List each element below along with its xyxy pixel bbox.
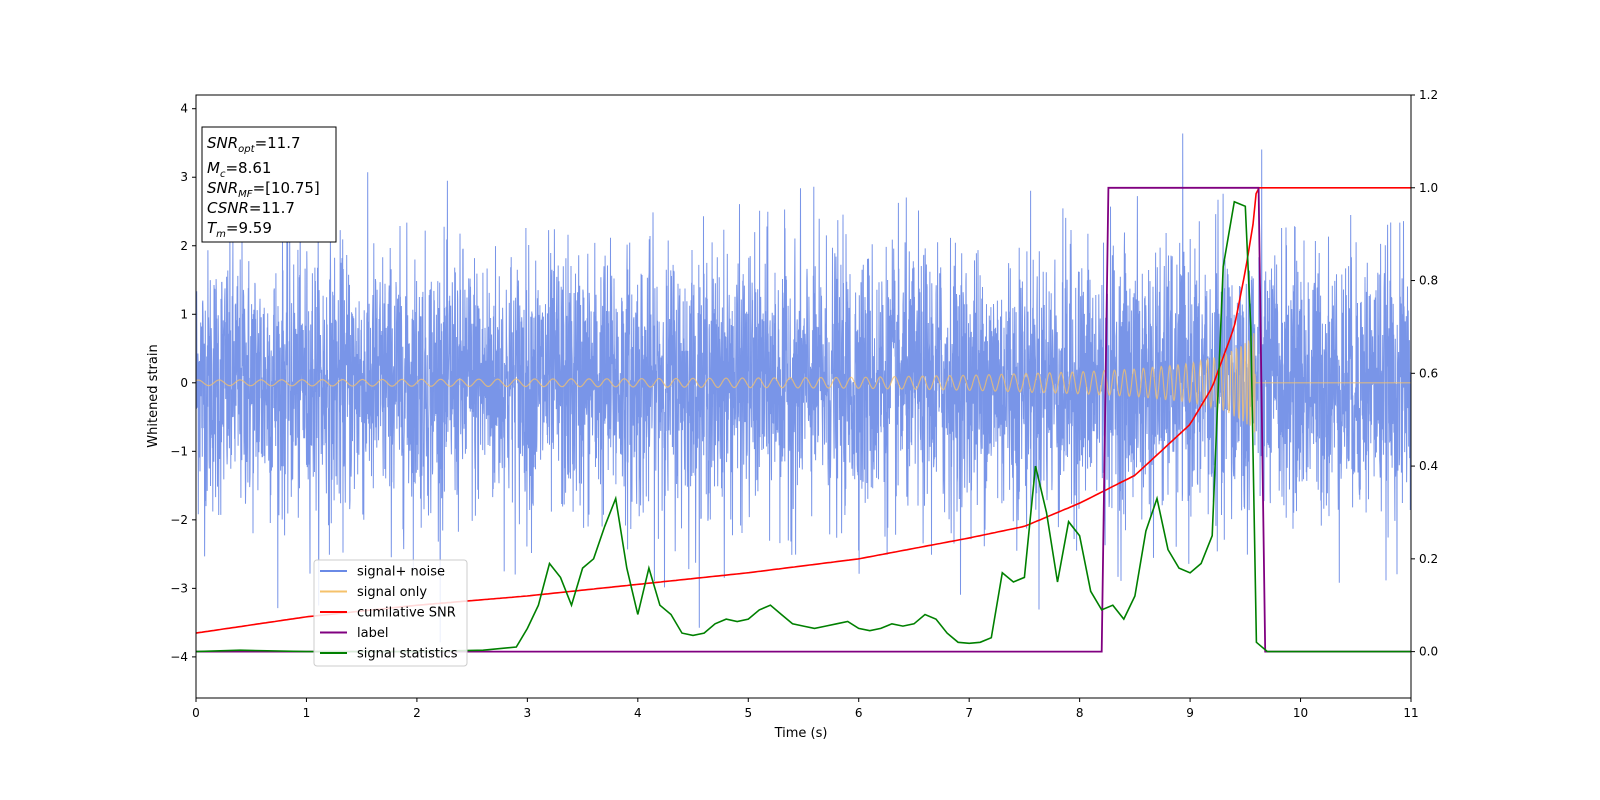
y-tick-label: 2: [180, 239, 188, 253]
y-axis-label: Whitened strain: [146, 344, 161, 447]
x-tick-label: 5: [744, 706, 752, 720]
annotation-box: [201, 126, 337, 243]
series-signal-statistics: [196, 200, 1411, 653]
y-tick-label: −3: [170, 581, 188, 595]
legend-label: signal statistics: [357, 647, 458, 662]
y-tick-label: −4: [170, 650, 188, 664]
y-tick-label: −1: [170, 444, 188, 458]
y2-tick-label: 0.6: [1419, 366, 1438, 380]
y-tick-label: −2: [170, 513, 188, 527]
x-tick-label: 7: [965, 706, 973, 720]
annotation-snr-opt: SNRopt=11.7: [207, 134, 301, 155]
plot-frame: [195, 94, 1412, 699]
y2-tick-label: 1.0: [1419, 181, 1438, 195]
x-tick-label: 4: [634, 706, 642, 720]
legend-label: cumilative SNR: [357, 606, 456, 621]
legend: signal+ noise signal only cumilative SNR la…: [313, 559, 468, 667]
x-tick-label: 6: [855, 706, 863, 720]
x-axis-label: Time (s): [774, 726, 828, 741]
legend-label: signal+ noise: [357, 565, 445, 580]
x-tick-label: 3: [524, 706, 532, 720]
x-axis: 0 1 2 3 4 5 6 7 8 9 10 11: [192, 698, 1419, 720]
y2-tick-label: 0.2: [1419, 552, 1438, 566]
legend-box: [313, 559, 468, 667]
annotation-csnr: CSNR=11.7: [207, 199, 295, 217]
x-tick-label: 10: [1293, 706, 1308, 720]
y-tick-label: 0: [180, 376, 188, 390]
y-axis-left: −4 −3 −2 −1 0 1 2 3 4: [170, 102, 196, 664]
annotation-mc: Mc=8.61: [207, 159, 271, 180]
x-tick-label: 8: [1076, 706, 1084, 720]
legend-label: signal only: [357, 585, 427, 600]
y2-tick-label: 1.2: [1419, 88, 1438, 102]
x-tick-label: 9: [1186, 706, 1194, 720]
series-signal-only: [196, 333, 1411, 433]
y2-tick-label: 0.0: [1419, 645, 1438, 659]
legend-label: label: [357, 626, 388, 641]
annotation-tm: Tm=9.59: [207, 219, 272, 240]
x-tick-label: 11: [1403, 706, 1418, 720]
x-tick-label: 2: [413, 706, 421, 720]
stats-annotation: SNRopt=11.7 Mc=8.61 SNRMF=[10.75] CSNR=1…: [201, 126, 337, 243]
x-tick-label: 1: [303, 706, 311, 720]
x-tick-label: 0: [192, 706, 200, 720]
annotation-snr-mf: SNRMF=[10.75]: [207, 179, 320, 200]
y-tick-label: 4: [180, 102, 188, 116]
y2-tick-label: 0.4: [1419, 459, 1438, 473]
y-tick-label: 1: [180, 307, 188, 321]
y-tick-label: 3: [180, 170, 188, 184]
y-axis-right: 0.0 0.2 0.4 0.6 0.8 1.0 1.2: [1411, 88, 1438, 659]
y2-tick-label: 0.8: [1419, 274, 1438, 288]
